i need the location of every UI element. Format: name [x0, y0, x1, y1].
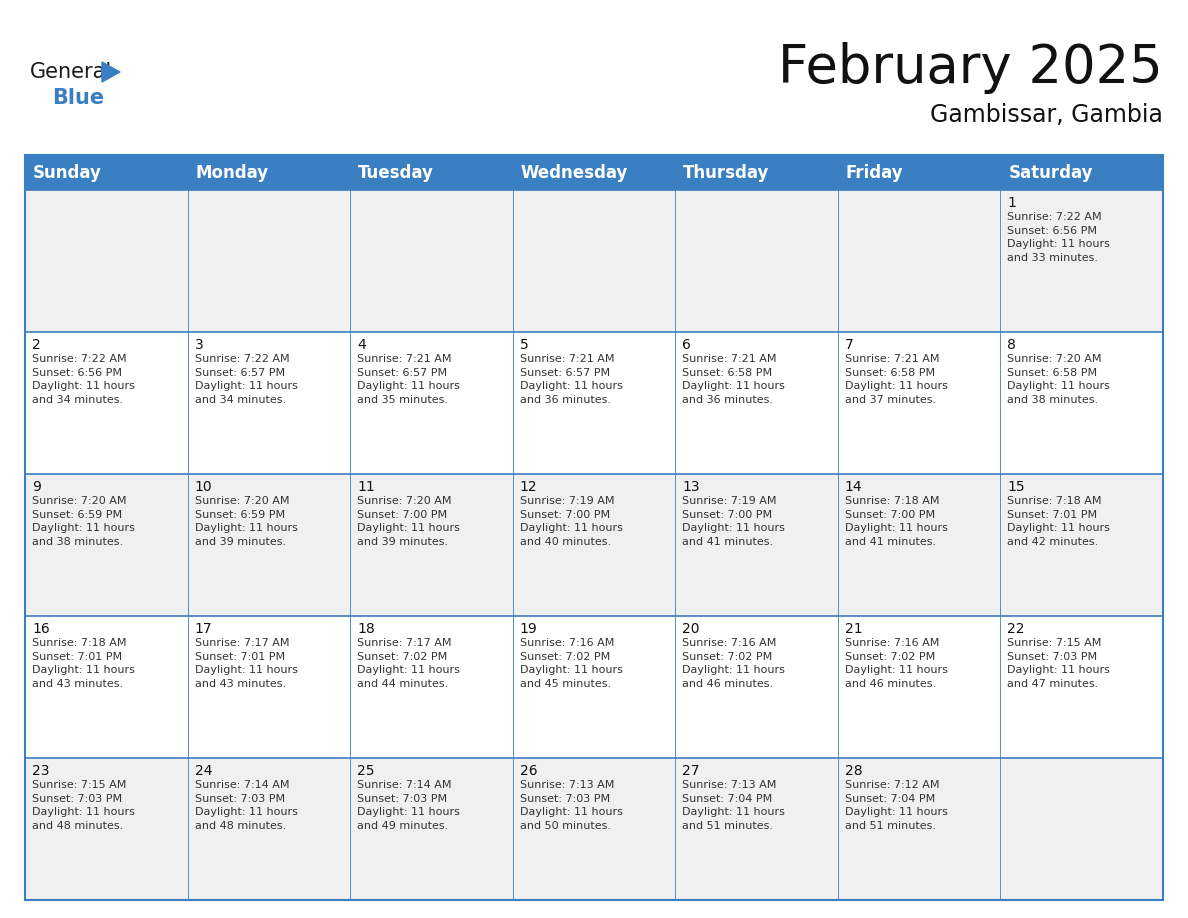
Text: 11: 11 — [358, 480, 375, 494]
Text: Thursday: Thursday — [683, 163, 770, 182]
Text: Sunrise: 7:22 AM
Sunset: 6:57 PM
Daylight: 11 hours
and 34 minutes.: Sunrise: 7:22 AM Sunset: 6:57 PM Dayligh… — [195, 354, 297, 405]
Text: 1: 1 — [1007, 196, 1016, 210]
Text: Sunrise: 7:17 AM
Sunset: 7:01 PM
Daylight: 11 hours
and 43 minutes.: Sunrise: 7:17 AM Sunset: 7:01 PM Dayligh… — [195, 638, 297, 688]
Text: Sunrise: 7:21 AM
Sunset: 6:57 PM
Daylight: 11 hours
and 36 minutes.: Sunrise: 7:21 AM Sunset: 6:57 PM Dayligh… — [519, 354, 623, 405]
Bar — [25, 758, 1163, 900]
Text: 25: 25 — [358, 764, 374, 778]
Text: Wednesday: Wednesday — [520, 163, 628, 182]
Text: 27: 27 — [682, 764, 700, 778]
Text: 14: 14 — [845, 480, 862, 494]
Text: 5: 5 — [519, 338, 529, 352]
Text: Friday: Friday — [846, 163, 904, 182]
Text: Sunrise: 7:21 AM
Sunset: 6:58 PM
Daylight: 11 hours
and 37 minutes.: Sunrise: 7:21 AM Sunset: 6:58 PM Dayligh… — [845, 354, 948, 405]
Text: 7: 7 — [845, 338, 854, 352]
Text: 8: 8 — [1007, 338, 1016, 352]
Text: Sunrise: 7:18 AM
Sunset: 7:01 PM
Daylight: 11 hours
and 42 minutes.: Sunrise: 7:18 AM Sunset: 7:01 PM Dayligh… — [1007, 496, 1111, 547]
Text: Sunrise: 7:14 AM
Sunset: 7:03 PM
Daylight: 11 hours
and 49 minutes.: Sunrise: 7:14 AM Sunset: 7:03 PM Dayligh… — [358, 780, 460, 831]
Text: Sunrise: 7:19 AM
Sunset: 7:00 PM
Daylight: 11 hours
and 41 minutes.: Sunrise: 7:19 AM Sunset: 7:00 PM Dayligh… — [682, 496, 785, 547]
Text: 28: 28 — [845, 764, 862, 778]
Text: 16: 16 — [32, 622, 50, 636]
Text: 23: 23 — [32, 764, 50, 778]
Text: 6: 6 — [682, 338, 691, 352]
Text: 17: 17 — [195, 622, 213, 636]
Text: Sunrise: 7:22 AM
Sunset: 6:56 PM
Daylight: 11 hours
and 33 minutes.: Sunrise: 7:22 AM Sunset: 6:56 PM Dayligh… — [1007, 212, 1111, 263]
Text: 18: 18 — [358, 622, 375, 636]
Text: Sunrise: 7:20 AM
Sunset: 6:59 PM
Daylight: 11 hours
and 38 minutes.: Sunrise: 7:20 AM Sunset: 6:59 PM Dayligh… — [32, 496, 135, 547]
Text: Sunrise: 7:20 AM
Sunset: 6:58 PM
Daylight: 11 hours
and 38 minutes.: Sunrise: 7:20 AM Sunset: 6:58 PM Dayligh… — [1007, 354, 1111, 405]
Polygon shape — [102, 62, 120, 82]
Text: Gambissar, Gambia: Gambissar, Gambia — [930, 103, 1163, 127]
Text: Sunrise: 7:16 AM
Sunset: 7:02 PM
Daylight: 11 hours
and 46 minutes.: Sunrise: 7:16 AM Sunset: 7:02 PM Dayligh… — [682, 638, 785, 688]
Text: 21: 21 — [845, 622, 862, 636]
Text: Sunrise: 7:16 AM
Sunset: 7:02 PM
Daylight: 11 hours
and 45 minutes.: Sunrise: 7:16 AM Sunset: 7:02 PM Dayligh… — [519, 638, 623, 688]
Text: 26: 26 — [519, 764, 537, 778]
Text: Sunrise: 7:13 AM
Sunset: 7:03 PM
Daylight: 11 hours
and 50 minutes.: Sunrise: 7:13 AM Sunset: 7:03 PM Dayligh… — [519, 780, 623, 831]
Text: Sunrise: 7:20 AM
Sunset: 7:00 PM
Daylight: 11 hours
and 39 minutes.: Sunrise: 7:20 AM Sunset: 7:00 PM Dayligh… — [358, 496, 460, 547]
Text: Blue: Blue — [52, 88, 105, 108]
Text: 15: 15 — [1007, 480, 1025, 494]
Text: 12: 12 — [519, 480, 537, 494]
Bar — [25, 332, 1163, 474]
Text: Sunday: Sunday — [33, 163, 102, 182]
Text: 13: 13 — [682, 480, 700, 494]
Bar — [25, 616, 1163, 758]
Text: Sunrise: 7:13 AM
Sunset: 7:04 PM
Daylight: 11 hours
and 51 minutes.: Sunrise: 7:13 AM Sunset: 7:04 PM Dayligh… — [682, 780, 785, 831]
Text: General: General — [30, 62, 112, 82]
Text: Tuesday: Tuesday — [358, 163, 434, 182]
Bar — [25, 155, 1163, 190]
Text: 3: 3 — [195, 338, 203, 352]
Text: 4: 4 — [358, 338, 366, 352]
Text: Sunrise: 7:21 AM
Sunset: 6:58 PM
Daylight: 11 hours
and 36 minutes.: Sunrise: 7:21 AM Sunset: 6:58 PM Dayligh… — [682, 354, 785, 405]
Bar — [25, 190, 1163, 332]
Text: Sunrise: 7:22 AM
Sunset: 6:56 PM
Daylight: 11 hours
and 34 minutes.: Sunrise: 7:22 AM Sunset: 6:56 PM Dayligh… — [32, 354, 135, 405]
Text: 9: 9 — [32, 480, 40, 494]
Text: Monday: Monday — [196, 163, 268, 182]
Text: Sunrise: 7:21 AM
Sunset: 6:57 PM
Daylight: 11 hours
and 35 minutes.: Sunrise: 7:21 AM Sunset: 6:57 PM Dayligh… — [358, 354, 460, 405]
Text: 20: 20 — [682, 622, 700, 636]
Bar — [25, 474, 1163, 616]
Text: Sunrise: 7:16 AM
Sunset: 7:02 PM
Daylight: 11 hours
and 46 minutes.: Sunrise: 7:16 AM Sunset: 7:02 PM Dayligh… — [845, 638, 948, 688]
Text: Sunrise: 7:19 AM
Sunset: 7:00 PM
Daylight: 11 hours
and 40 minutes.: Sunrise: 7:19 AM Sunset: 7:00 PM Dayligh… — [519, 496, 623, 547]
Text: Sunrise: 7:20 AM
Sunset: 6:59 PM
Daylight: 11 hours
and 39 minutes.: Sunrise: 7:20 AM Sunset: 6:59 PM Dayligh… — [195, 496, 297, 547]
Text: 10: 10 — [195, 480, 213, 494]
Text: Sunrise: 7:14 AM
Sunset: 7:03 PM
Daylight: 11 hours
and 48 minutes.: Sunrise: 7:14 AM Sunset: 7:03 PM Dayligh… — [195, 780, 297, 831]
Text: 24: 24 — [195, 764, 213, 778]
Text: Saturday: Saturday — [1009, 163, 1093, 182]
Text: Sunrise: 7:18 AM
Sunset: 7:01 PM
Daylight: 11 hours
and 43 minutes.: Sunrise: 7:18 AM Sunset: 7:01 PM Dayligh… — [32, 638, 135, 688]
Text: Sunrise: 7:17 AM
Sunset: 7:02 PM
Daylight: 11 hours
and 44 minutes.: Sunrise: 7:17 AM Sunset: 7:02 PM Dayligh… — [358, 638, 460, 688]
Text: 19: 19 — [519, 622, 537, 636]
Text: 22: 22 — [1007, 622, 1025, 636]
Text: Sunrise: 7:15 AM
Sunset: 7:03 PM
Daylight: 11 hours
and 48 minutes.: Sunrise: 7:15 AM Sunset: 7:03 PM Dayligh… — [32, 780, 135, 831]
Text: Sunrise: 7:15 AM
Sunset: 7:03 PM
Daylight: 11 hours
and 47 minutes.: Sunrise: 7:15 AM Sunset: 7:03 PM Dayligh… — [1007, 638, 1111, 688]
Text: Sunrise: 7:18 AM
Sunset: 7:00 PM
Daylight: 11 hours
and 41 minutes.: Sunrise: 7:18 AM Sunset: 7:00 PM Dayligh… — [845, 496, 948, 547]
Text: Sunrise: 7:12 AM
Sunset: 7:04 PM
Daylight: 11 hours
and 51 minutes.: Sunrise: 7:12 AM Sunset: 7:04 PM Dayligh… — [845, 780, 948, 831]
Text: 2: 2 — [32, 338, 40, 352]
Text: February 2025: February 2025 — [778, 42, 1163, 94]
